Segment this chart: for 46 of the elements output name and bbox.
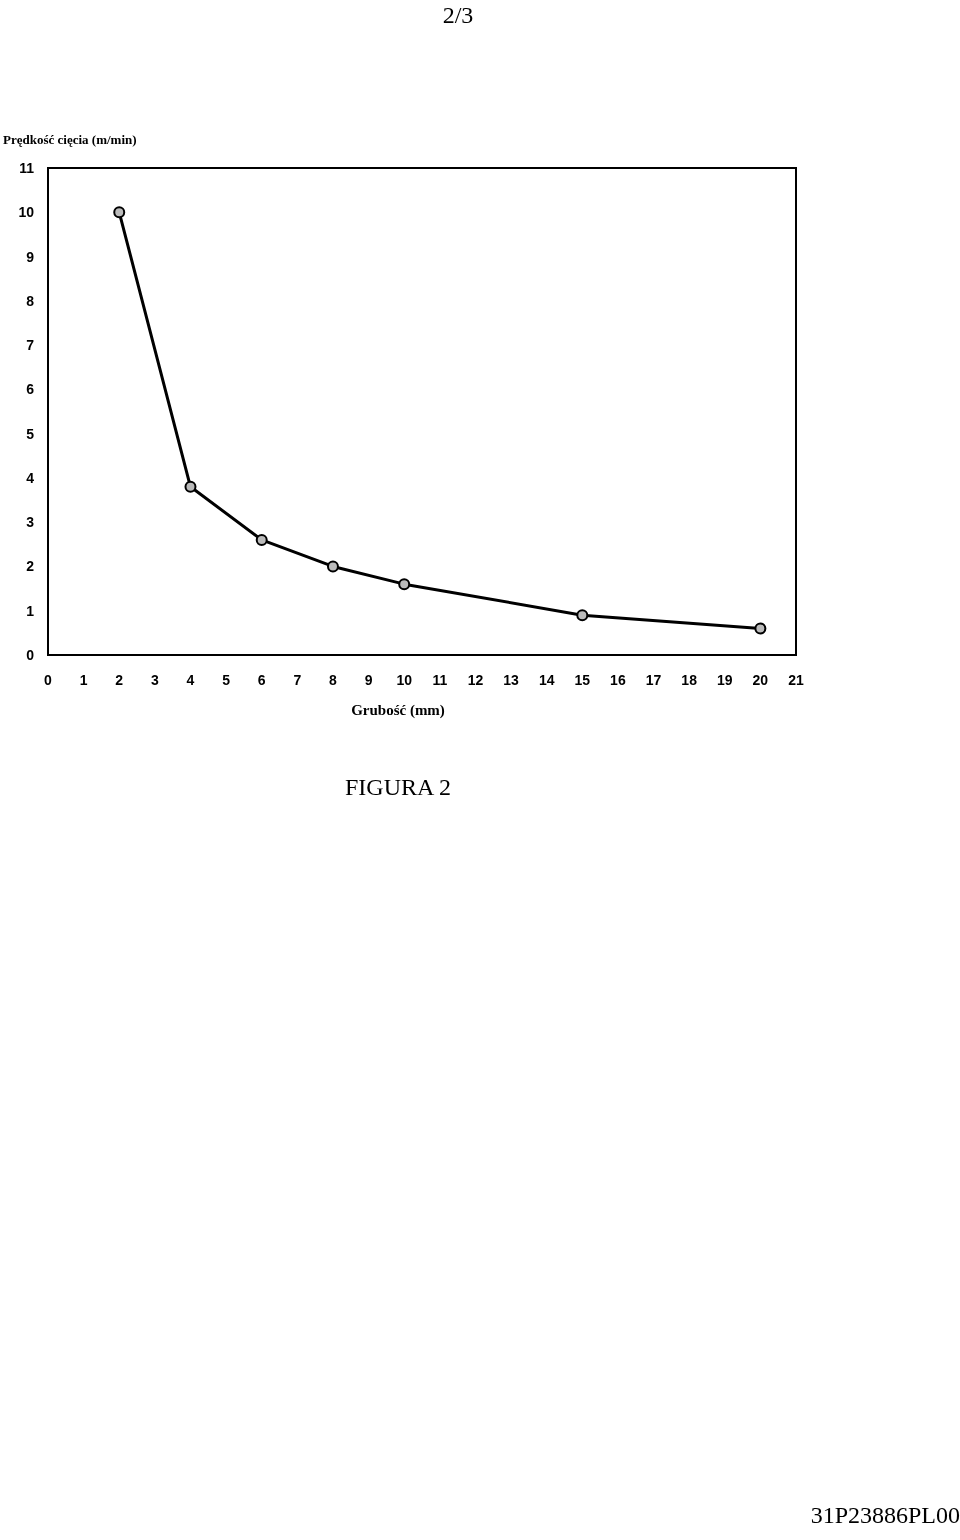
x-tick-label: 21 xyxy=(788,671,804,688)
x-tick-label: 17 xyxy=(645,671,662,688)
x-tick-label: 11 xyxy=(432,671,448,688)
x-tick-label: 12 xyxy=(467,671,484,688)
point xyxy=(255,533,268,546)
point xyxy=(576,609,589,622)
y-axis-title: Prędkość cięcia (m/min) xyxy=(3,132,137,148)
y-tick-label: 2 xyxy=(26,558,35,575)
x-tick-label: 0 xyxy=(44,671,53,688)
point xyxy=(398,578,411,591)
x-tick-label: 3 xyxy=(150,671,159,688)
text: 31P23886PL00 xyxy=(810,1502,960,1529)
x-tick-label: 13 xyxy=(503,671,520,688)
x-tick-label: 1 xyxy=(79,671,88,688)
y-tick-label: 7 xyxy=(26,337,35,354)
y-tick-label: 8 xyxy=(26,292,35,309)
text: FIGURA 2 xyxy=(344,774,452,801)
y-tick-label: 4 xyxy=(26,469,35,486)
x-tick-label: 6 xyxy=(257,671,266,688)
y-tick-label: 3 xyxy=(26,514,35,531)
x-tick-label: 10 xyxy=(396,671,413,688)
x-tick-label: 7 xyxy=(293,671,302,688)
x-tick-label: 14 xyxy=(538,671,555,688)
y-tick-label: 0 xyxy=(26,646,35,663)
y-tick-label: 6 xyxy=(26,381,35,398)
x-tick-label: 18 xyxy=(681,671,698,688)
y-tick-label: 10 xyxy=(18,204,35,221)
point xyxy=(326,560,339,573)
point xyxy=(754,622,767,635)
x-tick-label: 5 xyxy=(222,671,231,688)
x-tick-label: 15 xyxy=(574,671,591,688)
x-tick-label: 9 xyxy=(364,671,373,688)
x-tick-label: 19 xyxy=(716,671,733,688)
y-tick-label: 1 xyxy=(26,602,35,619)
point xyxy=(184,480,197,493)
x-tick-label: 20 xyxy=(752,671,769,688)
y-tick-label: 11 xyxy=(19,159,35,176)
x-axis-title: Grubość (mm) xyxy=(350,702,446,719)
x-tick-label: 2 xyxy=(115,671,124,688)
x-tick-label: 16 xyxy=(610,671,626,688)
x-tick-label: 8 xyxy=(329,671,338,688)
y-tick-label: 9 xyxy=(26,248,35,265)
y-tick-label: 5 xyxy=(26,425,35,442)
x-tick-label: 4 xyxy=(186,671,195,688)
text: 2/3 xyxy=(441,2,475,29)
point xyxy=(113,206,126,219)
